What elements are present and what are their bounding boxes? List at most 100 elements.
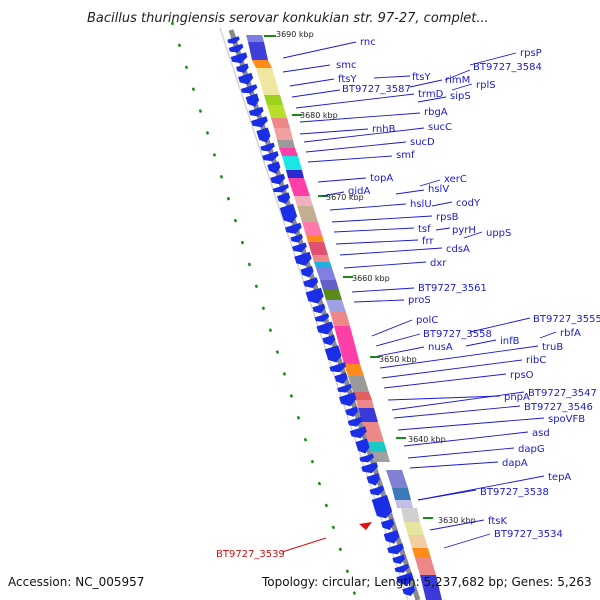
gene-label[interactable]: sucD (410, 137, 435, 148)
gene-label[interactable]: BT9727_3547 (528, 388, 597, 399)
gene-label[interactable]: sucC (428, 122, 452, 133)
gene-label[interactable]: polC (416, 315, 438, 326)
kbp-tick-label: 3680 kbp (300, 111, 338, 120)
gene-label[interactable]: rplS (476, 80, 496, 91)
gene-label[interactable]: infB (500, 336, 520, 347)
gene-label[interactable]: dapA (502, 458, 528, 469)
cds-arrow (387, 543, 404, 555)
cds-arrow (251, 116, 268, 128)
cds-arrow (381, 518, 395, 530)
gene-label[interactable]: rpsO (510, 370, 534, 381)
cds-arrow (305, 287, 324, 304)
cds-arrow (347, 416, 363, 427)
cds-arrow (312, 303, 326, 314)
gene-label[interactable]: xerC (444, 174, 467, 185)
gene-label[interactable]: rbfA (560, 328, 581, 339)
cds-arrow-track (227, 36, 416, 596)
cds-arrow (355, 438, 370, 454)
cds-arrow (277, 192, 291, 204)
gene-label[interactable]: hslV (428, 184, 449, 195)
cds-arrow (240, 84, 258, 94)
cds-arrow (337, 383, 352, 393)
cds-arrow (349, 426, 367, 439)
gene-label[interactable]: BT9727_3587 (342, 84, 411, 95)
gene-label[interactable]: BT9727_3555 (533, 314, 600, 325)
cds-arrow (272, 184, 289, 193)
gene-label[interactable]: hslU (410, 199, 432, 210)
gene-label[interactable]: BT9727_3546 (524, 402, 593, 413)
gene-label[interactable]: ftsK (488, 516, 507, 527)
gene-label[interactable]: dxr (430, 258, 447, 269)
cds-arrow (329, 362, 346, 373)
cds-arrow (279, 203, 298, 223)
cds-arrow (262, 151, 279, 162)
cds-arrow (371, 495, 393, 519)
gene-label[interactable]: pnpA (504, 392, 530, 403)
highlighted-gene: BT9727_3539 (216, 522, 372, 560)
highlight-gene-label[interactable]: BT9727_3539 (216, 549, 285, 560)
gene-label[interactable]: tepA (548, 472, 571, 483)
accession-text: Accession: NC_005957 (8, 575, 144, 589)
gene-label[interactable]: BT9727_3534 (494, 529, 563, 540)
cds-arrow (300, 266, 314, 278)
gene-label[interactable]: sipS (450, 91, 471, 102)
cds-arrow (324, 345, 342, 363)
gene-label[interactable]: topA (370, 173, 393, 184)
gene-label[interactable]: uppS (486, 228, 511, 239)
outer-tick-ring (170, 21, 357, 596)
gene-label[interactable]: pyrH (452, 225, 476, 236)
cds-arrow (383, 530, 400, 544)
cds-arrow (369, 485, 385, 496)
gene-label[interactable]: BT9727_3561 (418, 283, 487, 294)
gene-label[interactable]: gidA (348, 186, 370, 197)
cds-arrow (238, 72, 254, 85)
cds-arrow (248, 106, 264, 117)
gene-label[interactable]: rnhB (372, 124, 396, 135)
kbp-tick-label: 3670 kbp (326, 193, 364, 202)
cds-arrow (402, 585, 416, 596)
gene-label[interactable]: asd (532, 428, 550, 439)
cds-arrow (245, 93, 260, 107)
gene-label[interactable]: rnc (360, 37, 376, 48)
cds-arrow (316, 321, 334, 335)
gene-label[interactable]: ftsY (338, 74, 357, 85)
topology-text: Topology: circular; Length: 5,237,682 bp… (261, 575, 592, 589)
gene-label[interactable]: rpsB (436, 212, 459, 223)
kbp-tick-group: 3690 kbp 3680 kbp 3670 kbp 3660 kbp 3650… (264, 30, 476, 525)
cds-arrow (230, 52, 248, 64)
gene-label[interactable]: spoVFB (548, 414, 585, 425)
gene-label[interactable]: rpsP (520, 48, 542, 59)
gene-label[interactable]: BT9727_3558 (423, 329, 492, 340)
cds-arrow (303, 277, 319, 288)
gene-label[interactable]: proS (408, 295, 431, 306)
gene-label[interactable]: ribC (526, 355, 546, 366)
gene-label[interactable]: nusA (428, 342, 453, 353)
cds-arrow (290, 234, 303, 243)
gene-label[interactable]: BT9727_3538 (480, 487, 549, 498)
gene-label[interactable]: truB (542, 342, 563, 353)
cds-arrow (227, 36, 240, 44)
kbp-tick-label: 3630 kbp (438, 516, 476, 525)
cds-arrow (394, 563, 409, 573)
gene-label[interactable]: smc (336, 60, 356, 71)
gene-label[interactable]: rbgA (424, 107, 448, 118)
gene-label[interactable]: trmD (418, 89, 444, 100)
cds-arrow (285, 222, 302, 234)
cds-arrow (260, 142, 275, 152)
gene-label[interactable]: ftsY (412, 72, 431, 83)
gene-label[interactable]: cdsA (446, 244, 470, 255)
gene-label[interactable]: smf (396, 150, 415, 161)
kbp-tick-label: 3650 kbp (379, 355, 417, 364)
kbp-tick-label: 3660 kbp (352, 274, 390, 283)
cds-arrow (361, 462, 378, 474)
gene-label[interactable]: rimM (445, 75, 470, 86)
gene-label[interactable]: dapG (518, 444, 545, 455)
gene-label[interactable]: tsf (418, 224, 431, 235)
cds-arrow (256, 127, 271, 143)
gene-label[interactable]: frr (422, 236, 434, 247)
gene-label[interactable]: codY (456, 198, 481, 209)
gene-label[interactable]: BT9727_3584 (473, 62, 542, 73)
cds-arrow (270, 173, 286, 185)
